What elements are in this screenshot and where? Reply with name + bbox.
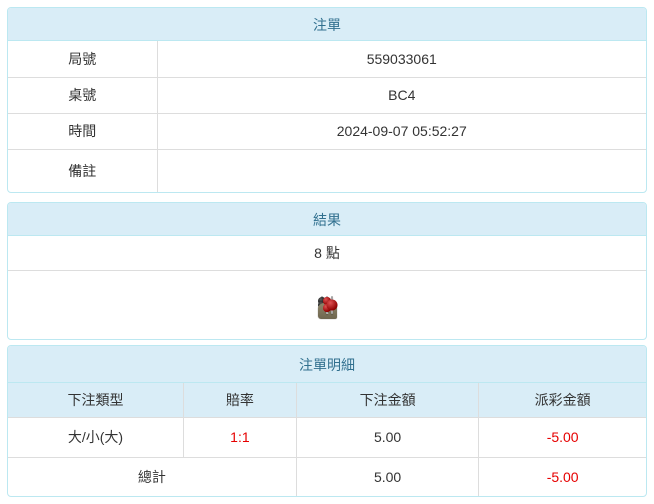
bet-amount-cell: 5.00 <box>295 416 479 457</box>
points-row: 8 點 <box>8 236 646 270</box>
result-panel: 結果 8 點 i <box>7 202 647 340</box>
total-bet-amount: 5.00 <box>295 456 479 496</box>
odds-cell: 1:1 <box>182 416 297 457</box>
table-number-label: 桌號 <box>8 76 158 113</box>
bet-slip-title: 注單 <box>8 8 646 41</box>
result-table: 8 點 i <box>8 236 646 339</box>
col-header-bet-type: 下注類型 <box>8 383 184 417</box>
dice-group: i <box>8 295 646 319</box>
total-label: 總計 <box>8 456 297 496</box>
col-header-bet-amount: 下注金額 <box>295 383 479 417</box>
total-row: 總計 5.00 -5.00 <box>8 456 646 496</box>
round-number-row: 局號 559033061 <box>8 41 646 77</box>
bet-detail-table: 下注類型 賠率 下注金額 派彩金額 大/小(大) 1:1 5.00 -5.00 … <box>8 383 646 496</box>
points-value: 8 點 <box>314 244 340 261</box>
detail-header-row: 下注類型 賠率 下注金額 派彩金額 <box>8 383 646 417</box>
table-number-value: BC4 <box>157 76 646 113</box>
bet-detail-title: 注單明細 <box>8 346 646 383</box>
col-header-payout: 派彩金額 <box>478 383 646 417</box>
time-label: 時間 <box>8 112 158 149</box>
dice-row: i <box>8 269 646 339</box>
total-payout: -5.00 <box>478 456 646 496</box>
table-number-row: 桌號 BC4 <box>8 76 646 113</box>
die-3-icon <box>326 295 338 314</box>
bet-detail-panel: 注單明細 下注類型 賠率 下注金額 派彩金額 大/小(大) 1:1 5.00 -… <box>7 345 647 497</box>
time-value: 2024-09-07 05:52:27 <box>157 112 646 149</box>
col-header-odds: 賠率 <box>182 383 297 417</box>
result-title: 結果 <box>8 203 646 236</box>
bet-type-cell: 大/小(大) <box>8 416 184 457</box>
remark-label: 備註 <box>8 148 158 192</box>
payout-cell: -5.00 <box>478 416 646 457</box>
round-number-value: 559033061 <box>366 50 437 67</box>
round-number-label: 局號 <box>8 41 158 77</box>
remark-value <box>157 148 646 192</box>
time-row: 時間 2024-09-07 05:52:27 <box>8 112 646 149</box>
bet-slip-panel: 注單 局號 559033061 桌號 BC4 時間 2024-09-07 05:… <box>7 7 647 193</box>
remark-row: 備註 <box>8 148 646 192</box>
bet-row: 大/小(大) 1:1 5.00 -5.00 <box>8 416 646 457</box>
bet-slip-table: 局號 559033061 桌號 BC4 時間 2024-09-07 05:52:… <box>8 41 646 192</box>
